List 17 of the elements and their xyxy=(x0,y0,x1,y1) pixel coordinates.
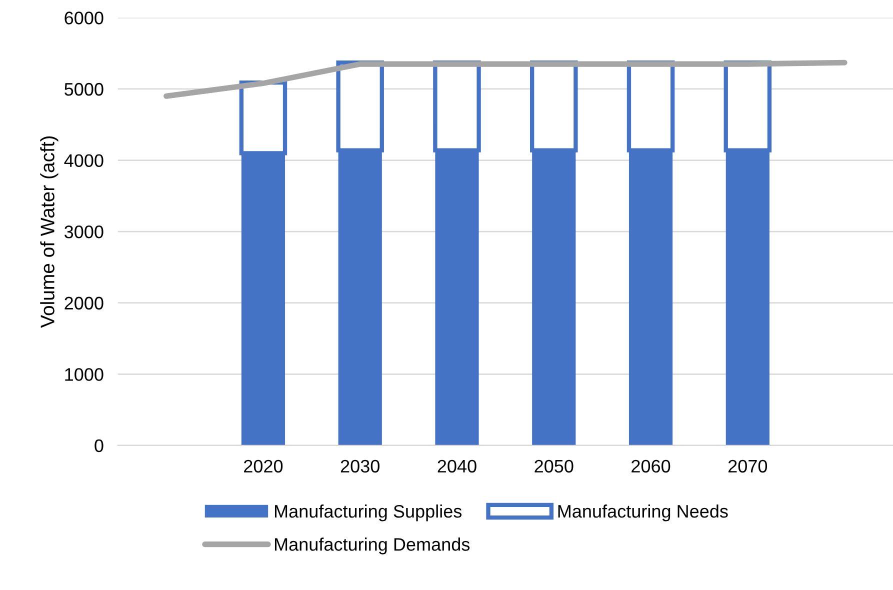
y-tick-label: 2000 xyxy=(64,296,104,310)
legend-label: Manufacturing Demands xyxy=(274,538,470,554)
x-tick-label: 2040 xyxy=(438,460,476,473)
legend-label: Manufacturing Needs xyxy=(558,504,728,522)
y-tick-label: 5000 xyxy=(64,82,104,96)
y-tick-label: 4000 xyxy=(64,154,104,168)
y-tick-label: 0 xyxy=(94,439,104,452)
x-tick-label: 2050 xyxy=(534,460,574,473)
legend-label: Manufacturing Supplies xyxy=(274,504,462,522)
y-tick-label: 3000 xyxy=(64,226,104,238)
x-tick-label: 2020 xyxy=(244,460,283,473)
x-tick-label: 2030 xyxy=(340,460,380,473)
x-tick-label: 2060 xyxy=(632,460,670,473)
y-tick-label: 6000 xyxy=(64,12,104,24)
x-tick-label: 2070 xyxy=(728,460,768,473)
y-tick-label: 1000 xyxy=(65,368,104,381)
y-axis-title: Volume of Water (acft) xyxy=(40,136,58,328)
